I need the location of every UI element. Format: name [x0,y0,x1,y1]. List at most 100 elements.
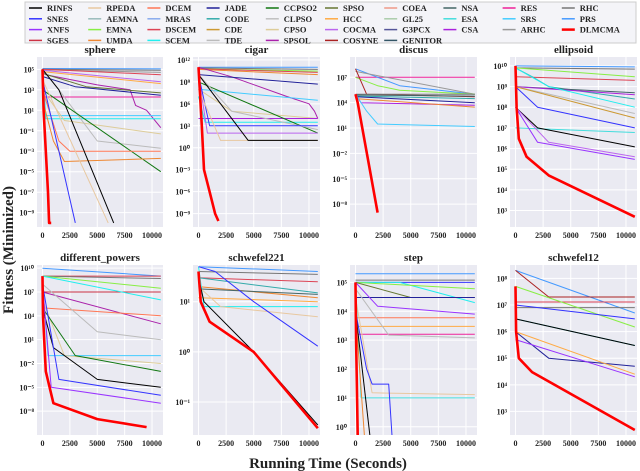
series-line-spsol [42,291,161,325]
subplot-title: schwefel221 [228,252,284,264]
series-line-umda [198,286,318,299]
series-line-dlmcma [514,286,636,432]
series-line-rinfs [515,106,635,148]
series-line-tde [515,86,635,114]
x-tick-label: 10000 [299,439,319,448]
legend-entry-cpso: CPSO [265,25,307,35]
x-tick-label: 7500 [590,439,606,448]
legend-entry-esa: ESA [443,14,479,24]
x-tick-label: 10000 [616,231,636,240]
x-tick-label: 7500 [273,439,289,448]
y-tick-label: 10⁵ [337,278,348,287]
legend-label: COCMA [343,25,377,35]
legend-label: DCEM [165,3,191,13]
legend-label: TDE [225,35,243,45]
legend-label: SNES [47,14,69,24]
subplot-title: step [404,252,423,264]
legend-label: UMDA [106,35,133,45]
series-group [514,65,636,218]
x-tick-label: 0 [514,439,518,448]
series-line-rpeda [198,286,318,318]
legend-label: CCPSO2 [284,3,317,13]
series-line-xnfs [355,282,475,315]
x-tick-label: 7500 [590,231,606,240]
legend-label: PRS [580,14,596,24]
legend-label: CLPSO [284,14,313,24]
y-tick-label: 10¹ [24,336,35,345]
legend-label: ESA [461,14,478,24]
subplot-schwefel12: schwefel12 0 2500 5000 7500 10000 10⁸ 10⁷ 10⁶ 10⁵… [497,252,637,448]
subplot-ellipsoid: ellipsoid 0 2500 5000 7500 10000 10¹⁰ 10⁹ 10⁸ 10⁷… [493,44,637,240]
legend-label: COEA [402,3,427,13]
series-line-rhc [198,67,318,70]
legend-label: AEMNA [106,14,139,24]
legend-entry-res: RES [502,3,537,13]
series-line-snes [515,304,635,320]
legend-label: GENITOR [402,35,443,45]
series-line-scem [355,281,475,304]
y-tick-label: 10⁻³ [19,147,34,156]
y-tick-label: 10⁻⁹ [19,209,34,218]
y-tick-label: 10⁻⁵ [19,383,34,392]
y-tick-label: 10³ [24,86,35,95]
series-line-scem [42,275,161,301]
legend-label: HCC [343,14,362,24]
legend-entry-spso: SPSO [325,3,365,13]
series-line-scem [515,67,635,108]
x-tick-label: 5000 [246,439,262,448]
legend-entry-g3pcx: G3PCX [384,25,431,35]
subplot-title: discus [399,44,428,56]
y-tick-label: 10⁶ [497,328,508,337]
series-line-rinfs [515,318,635,346]
series-line-rhc [515,67,635,70]
legend-entry-jade: JADE [206,3,247,13]
x-tick-label: 10000 [299,231,319,240]
x-tick-label: 10000 [456,439,476,448]
x-tick-label: 0 [354,231,358,240]
series-group [514,269,636,432]
series-line-rhc [198,271,318,275]
x-tick-label: 0 [197,439,201,448]
series-line-cocma [42,69,161,83]
y-tick-label: 10⁷ [24,288,35,297]
series-group [197,266,319,430]
subplot-title: different_powers [60,252,141,264]
series-line-emna [515,67,635,78]
series-group [197,66,319,222]
y-tick-label: 10⁰ [179,144,191,153]
legend-entry-rinfs: RINFS [29,3,73,13]
x-tick-label: 5000 [89,231,105,240]
y-axis-label: Fitness (Minimized) [1,186,17,314]
x-tick-label: 0 [354,439,358,448]
x-tick-label: 2500 [375,439,391,448]
y-tick-label: 10⁻⁶ [175,188,190,197]
series-line-prs [515,65,635,68]
series-line-dcem [42,307,161,317]
subplot-schwefel221: schwefel221 0 2500 5000 7500 10000 10¹ 10⁰ 10⁻¹ [175,252,320,448]
legend-entry-dscem: DSCEM [147,25,196,35]
legend-label: EMNA [106,25,133,35]
legend-entry-nsa: NSA [443,3,479,13]
legend-label: RHC [580,3,599,13]
series-group [41,267,161,429]
x-tick-label: 0 [40,439,44,448]
legend-entry-code: CODE [206,14,249,24]
x-tick-label: 2500 [218,439,234,448]
legend-entry-genitor: GENITOR [384,35,443,45]
y-tick-label: 10⁻⁸ [332,200,347,209]
series-line-snes [42,284,161,396]
series-line-dscem [198,68,318,73]
series-line-rinfs [355,311,371,435]
legend-label: CSA [461,25,479,35]
x-tick-label: 10000 [456,231,476,240]
y-tick-label: 10¹ [337,124,348,133]
series-line-cosyne [515,270,635,298]
y-tick-label: 10⁶ [497,145,508,154]
subplot-discus: discus 0 2500 5000 7500 10000 10⁷ 10⁴ 10¹ 10⁻² 10⁻… [332,44,477,240]
series-line-hcc [515,331,635,375]
legend-label: MRAS [165,14,190,24]
subplot-title: cigar [245,44,269,56]
x-tick-label: 2500 [535,439,551,448]
legend-entry-prs: PRS [561,14,596,24]
